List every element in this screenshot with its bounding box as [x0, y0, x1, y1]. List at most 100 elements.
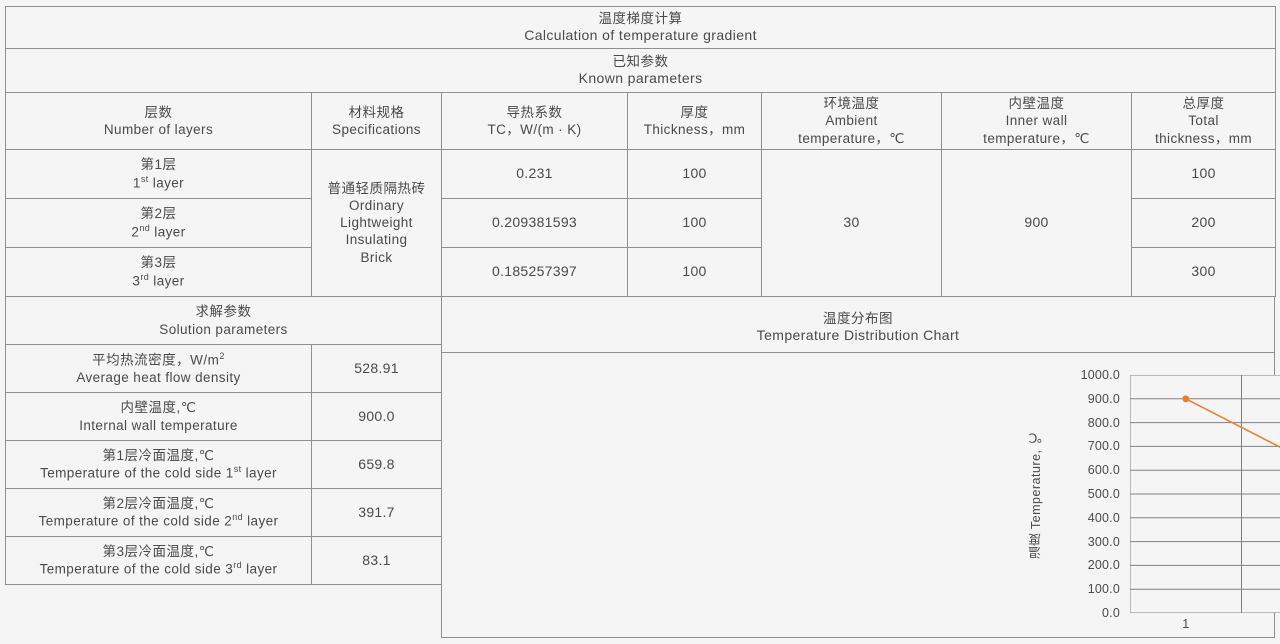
y-axis-tick: 800.0: [1087, 415, 1120, 430]
col-header-inner-wall-cn: 内壁温度: [1008, 96, 1065, 111]
col-header-tc: 导热系数 TC，W/(m · K): [441, 92, 628, 150]
col-header-thickness-en: Thickness，mm: [643, 121, 746, 137]
known-table-header-row: 层数 Number of layers 材料规格 Specifications …: [5, 92, 1277, 150]
cell-layer-3-en: 3rd layer: [132, 271, 185, 289]
col-header-tc-cn: 导热系数: [506, 104, 563, 120]
y-axis-tick: 600.0: [1087, 463, 1120, 478]
col-header-specifications-cn: 材料规格: [348, 104, 405, 120]
table-row: 第1层 1st layer 普通轻质隔热砖 Ordinary Lightweig…: [5, 148, 1277, 297]
cell-material-specification[interactable]: 普通轻质隔热砖 Ordinary Lightweight Insulating …: [311, 148, 442, 297]
value-cold-side-layer-3[interactable]: 83.1: [310, 536, 443, 585]
page-title-cn: 温度梯度计算: [598, 10, 683, 26]
col-header-thickness-cn: 厚度: [680, 104, 709, 120]
y-axis-tick: 500.0: [1087, 487, 1120, 501]
cell-layer-3[interactable]: 第3层 3rd layer: [5, 246, 312, 297]
y-axis-tick: 200.0: [1087, 558, 1120, 573]
col-header-layers-en: Number of layers: [103, 121, 214, 137]
cell-thickness-1[interactable]: 100: [627, 148, 762, 199]
table-row: 第3层冷面温度,℃ Temperature of the cold side 3…: [5, 536, 443, 585]
material-en-1: Ordinary: [349, 197, 404, 213]
section-title-known-en: Known parameters: [578, 70, 703, 87]
chart-title-cn: 温度分布图: [823, 310, 893, 326]
solution-parameters-table: 求解参数 Solution parameters 平均热流密度，W/m2 Ave…: [4, 296, 443, 585]
table-row: 第1层冷面温度,℃ Temperature of the cold side 1…: [5, 440, 443, 489]
label-cold-side-3-en: Temperature of the cold side 3rd layer: [39, 560, 278, 577]
label-internal-wall-cn: 内壁温度,℃: [120, 400, 197, 416]
page-title-en: Calculation of temperature gradient: [524, 27, 757, 44]
cell-layer-2[interactable]: 第2层 2nd layer: [5, 197, 312, 248]
col-header-inner-wall-en: Inner wall: [1005, 113, 1068, 129]
value-cold-side-layer-1[interactable]: 659.8: [310, 440, 443, 489]
label-cold-side-layer-2: 第2层冷面温度,℃ Temperature of the cold side 2…: [5, 488, 312, 537]
x-axis-tick-labels: 1234: [1130, 615, 1280, 637]
label-avg-heat-flow-en: Average heat flow density: [76, 369, 241, 385]
col-header-inner-wall-en2: temperature，℃: [983, 130, 1090, 146]
cell-tc-2[interactable]: 0.209381593: [441, 197, 628, 248]
col-header-total-thickness-en2: thickness，mm: [1155, 130, 1253, 146]
col-header-thickness: 厚度 Thickness，mm: [627, 92, 762, 150]
cell-inner-wall-temperature[interactable]: 900: [941, 148, 1132, 297]
label-cold-side-layer-3: 第3层冷面温度,℃ Temperature of the cold side 3…: [5, 536, 312, 585]
col-header-layers: 层数 Number of layers: [5, 92, 312, 150]
known-parameters-header-row: 已知参数 Known parameters: [4, 48, 1277, 93]
label-cold-side-2-en: Temperature of the cold side 2nd layer: [38, 512, 279, 529]
solution-header-row: 求解参数 Solution parameters: [4, 296, 443, 345]
section-title-known-parameters: 已知参数 Known parameters: [4, 48, 1277, 93]
label-cold-side-1-en: Temperature of the cold side 1st layer: [40, 464, 277, 481]
col-header-ambient-en: Ambient: [825, 113, 878, 129]
label-cold-side-1-cn: 第1层冷面温度,℃: [102, 447, 215, 463]
label-internal-wall-en: Internal wall temperature: [79, 417, 238, 433]
col-header-inner-wall-temperature: 内壁温度 Inner wall temperature，℃: [941, 92, 1132, 150]
material-en-4: Brick: [360, 249, 393, 265]
col-header-total-thickness-en: Total: [1188, 113, 1219, 129]
cell-layer-1[interactable]: 第1层 1st layer: [5, 148, 312, 199]
temperature-distribution-panel: 温度分布图 Temperature Distribution Chart 温度 …: [441, 296, 1280, 638]
cell-tc-3[interactable]: 0.185257397: [441, 246, 628, 297]
table-row: 第2层 2nd layer 0.209381593 100 200: [5, 197, 1277, 248]
chart-title: 温度分布图 Temperature Distribution Chart: [442, 297, 1274, 353]
cell-tc-1[interactable]: 0.231: [441, 148, 628, 199]
section-title-solution-cn: 求解参数: [195, 304, 252, 320]
cell-thickness-2[interactable]: 100: [627, 197, 762, 248]
cell-total-thickness-2[interactable]: 200: [1130, 197, 1277, 248]
value-cold-side-layer-2[interactable]: 391.7: [310, 488, 443, 537]
col-header-ambient-cn: 环境温度: [823, 96, 880, 111]
material-en-2: Lightweight: [340, 215, 413, 231]
value-internal-wall-temperature[interactable]: 900.0: [310, 392, 443, 441]
material-cn: 普通轻质隔热砖: [327, 180, 426, 196]
y-axis-tick: 1000.0: [1080, 368, 1120, 382]
col-header-ambient-temperature: 环境温度 Ambient temperature，℃: [761, 92, 942, 150]
cell-thickness-3[interactable]: 100: [627, 246, 762, 297]
table-row: 第2层冷面温度,℃ Temperature of the cold side 2…: [5, 488, 443, 537]
x-axis-tick: 1: [1182, 617, 1190, 631]
label-cold-side-layer-1: 第1层冷面温度,℃ Temperature of the cold side 1…: [5, 440, 312, 489]
chart-title-en: Temperature Distribution Chart: [756, 326, 960, 343]
cell-total-thickness-1[interactable]: 100: [1130, 148, 1277, 199]
y-axis-tick: 400.0: [1087, 510, 1120, 525]
y-axis-tick: 0.0: [1102, 606, 1120, 620]
y-axis-tick: 900.0: [1087, 391, 1120, 406]
cell-layer-2-en: 2nd layer: [131, 222, 186, 240]
y-axis-tick-labels: 1000.0 900.0 800.0 700.0 600.0 500.0 400.0 300.…: [1042, 353, 1120, 637]
label-cold-side-3-cn: 第3层冷面温度,℃: [102, 543, 215, 559]
section-title-solution-parameters: 求解参数 Solution parameters: [4, 296, 443, 345]
cell-total-thickness-3[interactable]: 300: [1130, 246, 1277, 297]
y-axis-tick: 300.0: [1087, 534, 1120, 549]
col-header-tc-en: TC，W/(m · K): [487, 121, 582, 137]
col-header-total-thickness: 总厚度 Total thickness，mm: [1130, 92, 1277, 150]
y-axis-tick: 100.0: [1087, 582, 1120, 597]
cell-layer-1-en: 1st layer: [132, 173, 185, 191]
label-avg-heat-flow-cn: 平均热流密度，W/m2: [92, 350, 225, 368]
col-header-ambient-en2: temperature，℃: [798, 130, 905, 146]
value-average-heat-flow-density[interactable]: 528.91: [310, 344, 443, 393]
page-title: 温度梯度计算 Calculation of temperature gradie…: [4, 6, 1277, 49]
cell-ambient-temperature[interactable]: 30: [761, 148, 942, 297]
col-header-specifications: 材料规格 Specifications: [311, 92, 442, 150]
cell-layer-1-cn: 第1层: [140, 157, 177, 173]
table-row: 第3层 3rd layer 0.185257397 100 300: [5, 246, 1277, 297]
y-axis-tick: 700.0: [1087, 439, 1120, 454]
data-point[interactable]: [1182, 395, 1190, 403]
table-row: 内壁温度,℃ Internal wall temperature 900.0: [5, 392, 443, 441]
label-internal-wall-temperature: 内壁温度,℃ Internal wall temperature: [5, 392, 312, 441]
